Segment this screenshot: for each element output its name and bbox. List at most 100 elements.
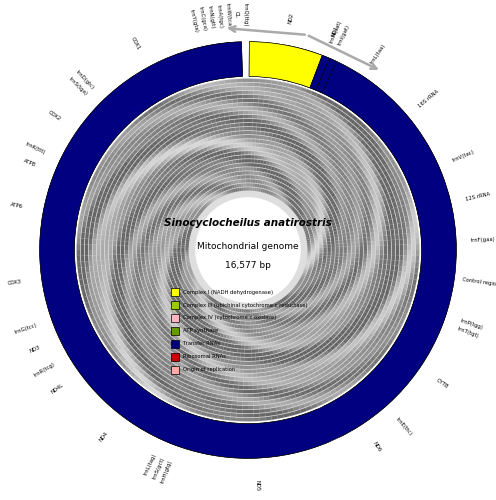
Wedge shape: [262, 352, 266, 356]
Wedge shape: [248, 346, 251, 349]
Wedge shape: [190, 274, 194, 278]
Wedge shape: [141, 338, 147, 343]
Wedge shape: [352, 207, 356, 212]
Wedge shape: [399, 260, 403, 266]
Wedge shape: [294, 210, 298, 214]
Wedge shape: [104, 280, 109, 285]
Wedge shape: [288, 308, 292, 312]
Wedge shape: [182, 174, 186, 179]
Wedge shape: [232, 397, 238, 401]
Wedge shape: [105, 318, 110, 324]
Wedge shape: [136, 290, 141, 294]
Wedge shape: [375, 292, 380, 298]
Wedge shape: [254, 184, 257, 187]
Wedge shape: [232, 336, 236, 340]
Wedge shape: [139, 188, 144, 194]
Wedge shape: [334, 234, 338, 238]
Wedge shape: [161, 200, 165, 205]
Wedge shape: [113, 147, 119, 154]
Wedge shape: [284, 104, 290, 108]
Wedge shape: [389, 192, 394, 198]
Wedge shape: [331, 192, 335, 197]
Wedge shape: [258, 172, 262, 176]
Wedge shape: [162, 184, 166, 189]
Wedge shape: [350, 280, 355, 284]
Wedge shape: [186, 354, 192, 358]
Wedge shape: [281, 351, 286, 356]
Wedge shape: [337, 390, 344, 396]
Wedge shape: [347, 260, 350, 264]
Wedge shape: [206, 362, 211, 367]
Wedge shape: [368, 332, 373, 339]
Wedge shape: [263, 104, 268, 108]
Wedge shape: [161, 274, 165, 278]
Wedge shape: [127, 176, 133, 182]
Wedge shape: [343, 338, 348, 344]
Wedge shape: [298, 209, 302, 212]
Wedge shape: [323, 258, 326, 261]
Wedge shape: [222, 125, 227, 129]
Wedge shape: [371, 214, 375, 219]
Wedge shape: [95, 304, 100, 311]
Wedge shape: [94, 288, 98, 294]
Wedge shape: [411, 232, 415, 238]
Wedge shape: [179, 220, 183, 223]
Wedge shape: [261, 156, 264, 160]
Wedge shape: [138, 182, 143, 188]
Wedge shape: [195, 326, 199, 330]
Wedge shape: [283, 297, 287, 300]
Wedge shape: [240, 358, 244, 361]
Wedge shape: [82, 267, 86, 274]
Wedge shape: [337, 124, 344, 130]
Wedge shape: [313, 277, 317, 280]
Wedge shape: [234, 348, 238, 352]
Wedge shape: [214, 382, 220, 386]
Wedge shape: [210, 144, 215, 149]
Wedge shape: [324, 227, 328, 231]
Wedge shape: [286, 129, 292, 134]
Wedge shape: [224, 137, 229, 141]
Wedge shape: [263, 140, 267, 144]
Wedge shape: [261, 172, 264, 176]
Wedge shape: [168, 110, 175, 115]
Wedge shape: [151, 212, 156, 216]
Wedge shape: [136, 372, 143, 378]
Wedge shape: [159, 282, 163, 286]
Wedge shape: [120, 138, 126, 144]
Wedge shape: [248, 314, 250, 316]
Wedge shape: [121, 305, 126, 311]
Text: trnP(tgg): trnP(tgg): [459, 318, 484, 330]
Wedge shape: [214, 114, 220, 118]
Wedge shape: [196, 142, 201, 146]
Wedge shape: [103, 180, 108, 186]
Wedge shape: [404, 295, 409, 302]
Wedge shape: [248, 91, 253, 94]
Wedge shape: [211, 194, 214, 198]
Wedge shape: [282, 170, 286, 175]
Wedge shape: [196, 132, 202, 137]
Wedge shape: [239, 374, 244, 377]
Wedge shape: [182, 259, 186, 262]
Wedge shape: [320, 173, 325, 178]
Wedge shape: [162, 258, 165, 262]
Wedge shape: [154, 298, 158, 304]
Wedge shape: [248, 402, 253, 405]
Wedge shape: [337, 333, 342, 338]
Wedge shape: [317, 160, 322, 164]
Wedge shape: [337, 321, 342, 326]
Wedge shape: [182, 326, 186, 331]
Wedge shape: [248, 374, 252, 377]
Text: trnI(gat): trnI(gat): [337, 24, 351, 46]
Wedge shape: [147, 184, 152, 188]
Wedge shape: [352, 362, 359, 368]
Wedge shape: [385, 204, 389, 210]
Wedge shape: [296, 366, 301, 372]
Wedge shape: [217, 354, 222, 358]
Wedge shape: [116, 142, 123, 149]
Wedge shape: [110, 166, 116, 172]
Wedge shape: [383, 254, 387, 260]
Wedge shape: [370, 295, 375, 300]
Wedge shape: [191, 194, 195, 198]
Wedge shape: [192, 330, 197, 334]
Wedge shape: [202, 200, 205, 204]
